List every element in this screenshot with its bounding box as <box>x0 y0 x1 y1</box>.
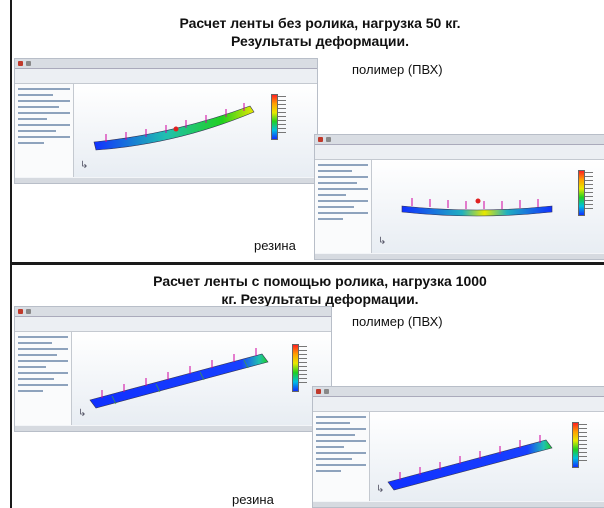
section1-label-rubber: резина <box>254 238 296 253</box>
axis-triad-icon: ↳ <box>378 236 387 247</box>
deformation-plot <box>401 198 553 217</box>
screenshot-rubber-no-roller: ↳ <box>314 134 604 260</box>
section1-title: Расчет ленты без ролика, нагрузка 50 кг.… <box>120 14 520 50</box>
section2-title-line2: кг. Результаты деформации. <box>221 291 419 307</box>
color-legend <box>271 94 278 140</box>
section1-label-polymer: полимер (ПВХ) <box>352 62 443 77</box>
section2-title: Расчет ленты с помощью ролика, нагрузка … <box>110 272 530 308</box>
section1-title-line1: Расчет ленты без ролика, нагрузка 50 кг. <box>179 15 461 31</box>
color-legend <box>578 170 585 216</box>
section2-label-rubber: резина <box>232 492 274 507</box>
screenshot-polymer-no-roller: ↳ <box>14 58 318 184</box>
vertical-divider <box>10 0 12 508</box>
horizontal-divider <box>10 262 604 265</box>
section2-label-polymer: полимер (ПВХ) <box>352 314 443 329</box>
screenshot-rubber-with-roller: ↳ <box>312 386 604 508</box>
axis-triad-icon: ↳ <box>78 408 87 419</box>
axis-triad-icon: ↳ <box>80 160 89 171</box>
deformation-plot <box>387 435 553 491</box>
section1-title-line2: Результаты деформации. <box>231 33 409 49</box>
deformation-plot <box>93 103 255 151</box>
color-legend <box>292 344 299 392</box>
color-legend <box>572 422 579 468</box>
screenshot-polymer-with-roller: ↳ <box>14 306 332 432</box>
deformation-plot <box>89 348 269 409</box>
axis-triad-icon: ↳ <box>376 484 385 495</box>
section2-title-line1: Расчет ленты с помощью ролика, нагрузка … <box>153 273 487 289</box>
